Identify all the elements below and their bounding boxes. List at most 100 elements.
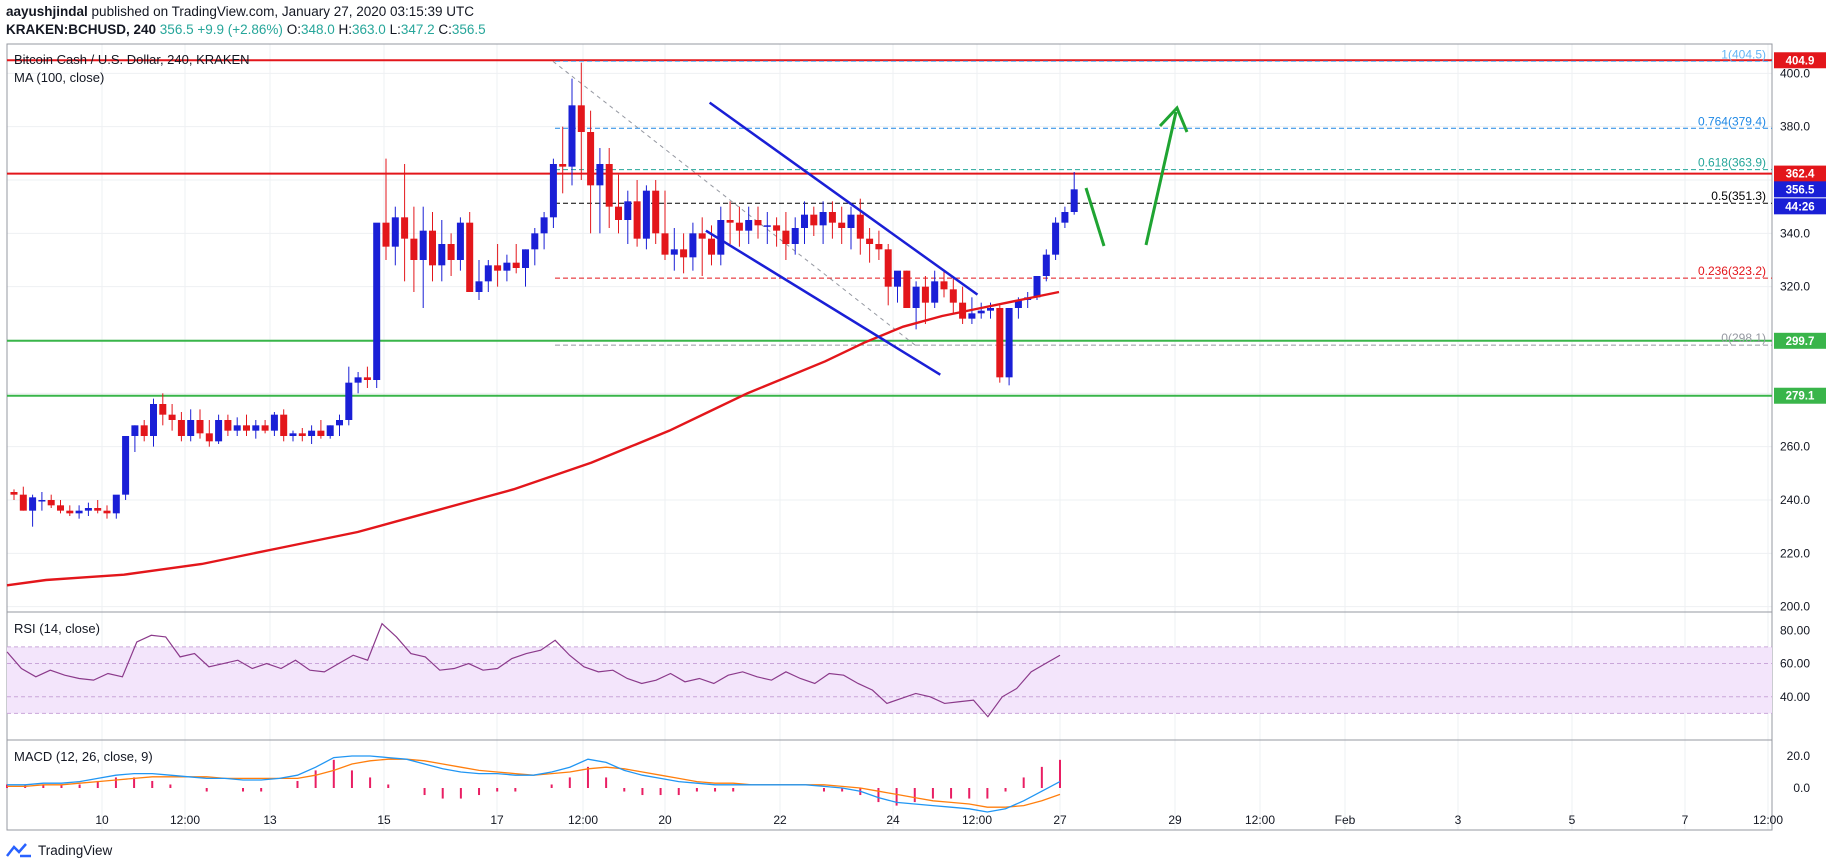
candle-body bbox=[29, 497, 37, 511]
open-value: 348.0 bbox=[300, 22, 335, 37]
open-label: O: bbox=[286, 22, 301, 37]
rsi-indicator bbox=[6, 622, 1061, 718]
resistance-price-tag: 362.4 bbox=[1786, 169, 1815, 181]
candle-body bbox=[382, 222, 390, 247]
candle-body bbox=[624, 201, 632, 220]
candle-body bbox=[401, 217, 409, 239]
candle-body bbox=[642, 190, 650, 239]
channel-line bbox=[705, 229, 941, 376]
candle-body bbox=[949, 289, 957, 303]
candle-body bbox=[233, 425, 241, 431]
candle-body bbox=[419, 230, 427, 260]
candle-body bbox=[512, 262, 520, 268]
candle-body bbox=[810, 214, 818, 226]
candle-body bbox=[587, 132, 595, 186]
candle-body bbox=[884, 249, 892, 287]
candle-body bbox=[968, 313, 976, 319]
rsi-band bbox=[7, 646, 1772, 714]
chart-title: Bitcoin Cash / U.S. Dollar, 240, KRAKEN bbox=[14, 52, 250, 67]
candle-body bbox=[866, 238, 874, 244]
close-label: C: bbox=[438, 22, 452, 37]
price-axis[interactable]: 200.0220.0240.0260.0280.0300.0320.0340.0… bbox=[1774, 52, 1826, 795]
declining-channel[interactable] bbox=[705, 101, 979, 376]
time-tick-label: 3 bbox=[1455, 813, 1462, 827]
candle-body bbox=[38, 500, 46, 502]
time-tick-label: 12:00 bbox=[962, 813, 992, 827]
price-tick-label: 200.0 bbox=[1780, 600, 1810, 614]
price-tick-label: 260.0 bbox=[1780, 440, 1810, 454]
current-price-tag-bg bbox=[1774, 181, 1826, 198]
candle-body bbox=[484, 265, 492, 282]
candle-body bbox=[1042, 254, 1050, 276]
time-axis[interactable]: 10 12:00 13 15 17 12:00 20 22 24 12:00 27 29 12:00 Fe… bbox=[95, 813, 1783, 827]
publish-info: aayushjindal published on TradingView.co… bbox=[6, 4, 474, 19]
author-name[interactable]: aayushjindal bbox=[6, 4, 88, 19]
price-tick-label: 380.0 bbox=[1780, 120, 1810, 134]
up-arrow-stroke bbox=[1144, 111, 1178, 246]
candle-body bbox=[298, 433, 306, 436]
candle-body bbox=[1061, 212, 1069, 223]
candle-body bbox=[791, 228, 799, 244]
candle-body bbox=[782, 230, 790, 244]
macd-indicator bbox=[6, 755, 1061, 813]
candle-body bbox=[931, 281, 939, 303]
candle-body bbox=[187, 420, 195, 436]
candle-body bbox=[410, 238, 418, 260]
fib-level-label: 0.5(351.3) bbox=[1711, 189, 1766, 203]
low-value: 347.2 bbox=[400, 22, 435, 37]
candle-body bbox=[270, 414, 278, 431]
fibonacci-retracement[interactable]: 1(404.5) 0.764(379.4) 0.618(363.9) 0.5(351.… bbox=[552, 47, 1772, 346]
candle-body bbox=[205, 433, 213, 442]
rsi-band-fill bbox=[7, 646, 1772, 714]
ma-100-path bbox=[6, 290, 1060, 587]
tradingview-logo-icon bbox=[6, 843, 31, 858]
horizontal-levels[interactable] bbox=[7, 59, 1772, 397]
candle-body bbox=[894, 270, 901, 287]
candle-body bbox=[549, 164, 557, 218]
fib-level-label: 0(298.1) bbox=[1721, 331, 1766, 345]
ma-legend: MA (100, close) bbox=[14, 70, 104, 85]
low-label: L: bbox=[389, 22, 401, 37]
current-price-tag: 356.5 bbox=[1786, 184, 1815, 196]
candle-body bbox=[540, 217, 548, 234]
candle-body bbox=[57, 505, 64, 511]
support-price-tag-bg bbox=[1774, 387, 1826, 404]
candle-body bbox=[196, 420, 204, 434]
candle-body bbox=[150, 404, 157, 436]
candle-body bbox=[447, 244, 455, 260]
candle-body bbox=[689, 233, 697, 258]
candle-body bbox=[921, 286, 929, 303]
candle-body bbox=[429, 230, 436, 266]
fib-level-label: 0.618(363.9) bbox=[1698, 156, 1766, 170]
candle-body bbox=[745, 220, 753, 231]
candle-body bbox=[47, 500, 55, 506]
candle-body bbox=[345, 382, 353, 420]
candle-body bbox=[828, 212, 836, 223]
footer-brand[interactable]: TradingView bbox=[6, 842, 112, 858]
candle-body bbox=[856, 214, 864, 239]
price-tick-label: 340.0 bbox=[1780, 226, 1810, 240]
candle-body bbox=[503, 262, 511, 271]
time-tick-label: 7 bbox=[1682, 813, 1689, 827]
grid-lines bbox=[7, 44, 1772, 830]
candle-body bbox=[10, 492, 18, 495]
candle-body bbox=[615, 206, 622, 220]
time-tick-label: 5 bbox=[1569, 813, 1576, 827]
macd-line bbox=[7, 755, 1061, 813]
candle-body bbox=[531, 233, 539, 250]
resistance-price-tag: 404.9 bbox=[1786, 55, 1815, 67]
rsi-tick-label: 80.00 bbox=[1780, 623, 1810, 637]
price-tick-label: 220.0 bbox=[1780, 546, 1810, 560]
projection-arrows[interactable] bbox=[1084, 105, 1189, 247]
candle-body bbox=[1005, 308, 1013, 378]
ohlc-line: KRAKEN:BCHUSD, 240 356.5 +9.9 (+2.86%) O… bbox=[6, 22, 486, 37]
candle-body bbox=[475, 281, 483, 292]
candle-body bbox=[801, 214, 808, 228]
candle-body bbox=[661, 233, 669, 255]
candle-body bbox=[243, 425, 250, 431]
candle-body bbox=[354, 377, 362, 383]
support-price-tag-bg bbox=[1774, 332, 1826, 349]
candle-body bbox=[1052, 222, 1060, 255]
candle-body bbox=[94, 508, 102, 511]
